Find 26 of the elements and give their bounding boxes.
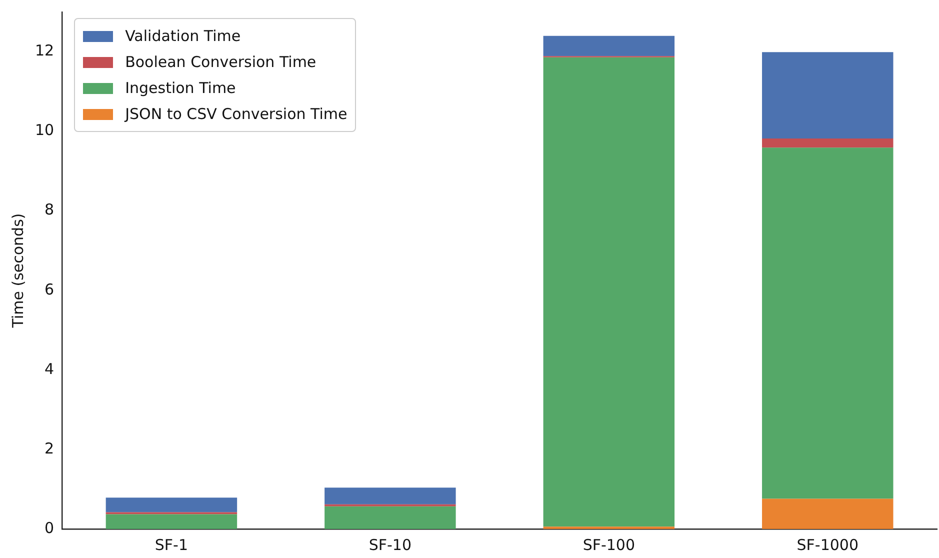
x-tick-label: SF-1000 xyxy=(796,536,859,554)
bar xyxy=(324,506,456,529)
legend-label: Boolean Conversion Time xyxy=(125,53,316,71)
legend-label: Ingestion Time xyxy=(125,79,236,97)
bar xyxy=(762,148,894,499)
bar xyxy=(762,52,894,138)
bar xyxy=(762,138,894,148)
legend-label: JSON to CSV Conversion Time xyxy=(125,105,348,123)
bar xyxy=(106,514,238,529)
y-tick-label: 2 xyxy=(44,439,54,458)
x-tick-label: SF-10 xyxy=(368,536,412,554)
bar xyxy=(543,57,675,527)
y-tick-label: 6 xyxy=(44,280,54,298)
bar xyxy=(324,488,456,504)
bar xyxy=(543,36,675,56)
y-tick-label: 4 xyxy=(44,360,54,378)
y-tick-label: 12 xyxy=(34,42,54,60)
legend-label: Validation Time xyxy=(125,27,241,45)
bar xyxy=(106,498,238,512)
bar xyxy=(762,498,894,529)
x-tick-label: SF-1 xyxy=(154,536,188,554)
y-tick-label: 0 xyxy=(44,518,54,537)
x-tick-label: SF-100 xyxy=(582,536,636,554)
y-tick-label: 8 xyxy=(44,200,54,219)
y-axis-title: Time (seconds) xyxy=(8,213,27,329)
y-tick-label: 10 xyxy=(34,121,54,140)
